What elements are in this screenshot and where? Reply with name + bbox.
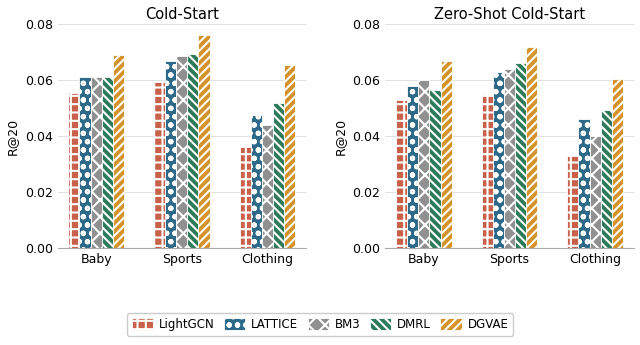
Bar (515, 63, 526, 248)
Bar (262, 125, 273, 248)
Bar (102, 77, 113, 248)
Bar (493, 72, 504, 248)
Bar (504, 69, 515, 248)
Title: Zero-Shot Cold-Start: Zero-Shot Cold-Start (434, 7, 585, 22)
Bar (239, 148, 251, 248)
Bar (68, 93, 79, 248)
Bar (440, 61, 452, 248)
Bar (396, 100, 407, 248)
Bar (91, 77, 102, 248)
Bar (188, 53, 198, 248)
Bar (612, 79, 623, 248)
Bar (284, 65, 295, 248)
Bar (251, 115, 262, 248)
Bar (589, 136, 600, 248)
Title: Cold-Start: Cold-Start (145, 7, 219, 22)
Y-axis label: R@20: R@20 (334, 118, 347, 155)
Y-axis label: R@20: R@20 (6, 118, 19, 155)
Bar (429, 90, 440, 248)
Bar (419, 80, 429, 248)
Bar (273, 103, 284, 248)
Bar (600, 110, 612, 248)
Bar (176, 56, 188, 248)
Legend: LightGCN, LATTICE, BM3, DMRL, DGVAE: LightGCN, LATTICE, BM3, DMRL, DGVAE (127, 313, 513, 336)
Bar (165, 61, 176, 248)
Bar (79, 77, 91, 248)
Bar (526, 47, 538, 248)
Bar (407, 86, 419, 248)
Bar (579, 119, 589, 248)
Bar (113, 55, 124, 248)
Bar (154, 82, 165, 248)
Bar (567, 156, 579, 248)
Bar (198, 36, 209, 248)
Bar (482, 94, 493, 248)
